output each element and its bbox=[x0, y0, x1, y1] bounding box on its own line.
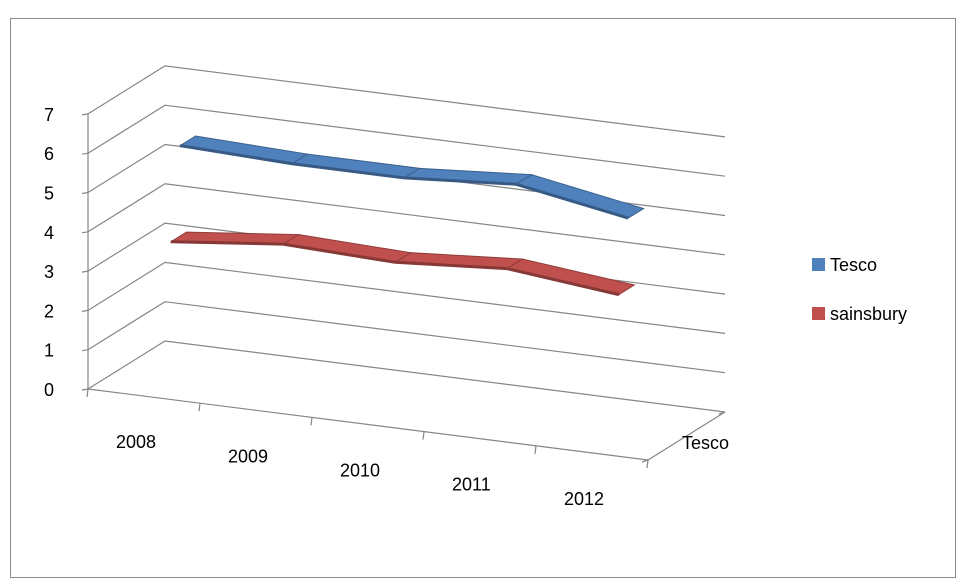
series-edge bbox=[515, 182, 629, 220]
x-axis-line bbox=[87, 388, 649, 461]
y-tick-mark bbox=[81, 349, 89, 352]
y-tick-label: 4 bbox=[44, 223, 54, 243]
legend: Tesco sainsbury bbox=[812, 255, 907, 324]
y-tick-label: 5 bbox=[44, 184, 54, 204]
x-tick-label: 2009 bbox=[228, 446, 268, 466]
y-tick-mark bbox=[81, 309, 89, 312]
series-ribbons bbox=[169, 135, 645, 297]
legend-swatch-sainsbury bbox=[812, 307, 825, 320]
series-edge bbox=[170, 240, 283, 246]
x-tick-mark bbox=[86, 388, 89, 398]
x-tick-mark bbox=[534, 445, 537, 454]
y-tick-mark bbox=[81, 113, 89, 116]
gridline bbox=[87, 183, 726, 256]
series-edge bbox=[394, 260, 508, 271]
series-edge bbox=[179, 144, 293, 166]
gridline bbox=[87, 65, 726, 138]
y-tick-mark bbox=[81, 231, 89, 234]
x-tick-mark bbox=[422, 431, 425, 440]
series-edge bbox=[404, 176, 517, 186]
y-tick-label: 3 bbox=[44, 262, 54, 282]
series-edge bbox=[292, 162, 405, 180]
x-tick-label: 2010 bbox=[340, 461, 380, 481]
legend-label: sainsbury bbox=[830, 304, 907, 324]
y-tick-mark bbox=[81, 270, 89, 273]
gridline bbox=[87, 301, 726, 374]
x-tick-mark bbox=[198, 403, 201, 412]
gridline bbox=[87, 104, 726, 177]
chart-frame bbox=[10, 18, 956, 578]
x-tick-mark bbox=[310, 417, 313, 426]
series-sainsbury-ribbon bbox=[169, 231, 636, 297]
y-tick-label: 1 bbox=[44, 341, 54, 361]
y-tick-label: 2 bbox=[44, 301, 54, 321]
y-tick-label: 6 bbox=[44, 144, 54, 164]
y-tick-label: 7 bbox=[44, 105, 54, 125]
series-segment bbox=[514, 174, 645, 219]
y-tick-mark bbox=[81, 191, 89, 195]
depth-axis-tick bbox=[641, 459, 649, 463]
y-axis-ticks: 0 1 2 3 4 5 6 7 bbox=[44, 105, 89, 400]
x-tick-label: 2011 bbox=[452, 475, 491, 495]
y-tick-mark bbox=[81, 152, 89, 155]
x-tick-label: 2012 bbox=[564, 489, 604, 509]
series-edge bbox=[282, 242, 396, 264]
depth-axis-tick bbox=[718, 411, 726, 415]
depth-axis-line bbox=[647, 411, 726, 461]
y-tick-label: 0 bbox=[44, 380, 54, 400]
legend-swatch-tesco bbox=[812, 258, 825, 271]
legend-label: Tesco bbox=[830, 255, 877, 275]
gridline bbox=[87, 261, 726, 334]
y-tick-mark bbox=[81, 388, 89, 391]
x-axis-ticks: 2008 2009 2010 2011 2012 bbox=[86, 388, 649, 509]
x-tick-label: 2008 bbox=[116, 432, 156, 452]
series-segment bbox=[505, 258, 636, 296]
axes bbox=[87, 113, 726, 463]
series-tesco-ribbon bbox=[178, 135, 645, 220]
series-edge bbox=[506, 267, 620, 297]
gridline bbox=[87, 340, 726, 413]
depth-axis-label: Tesco bbox=[682, 433, 729, 453]
x-tick-mark bbox=[646, 459, 649, 469]
